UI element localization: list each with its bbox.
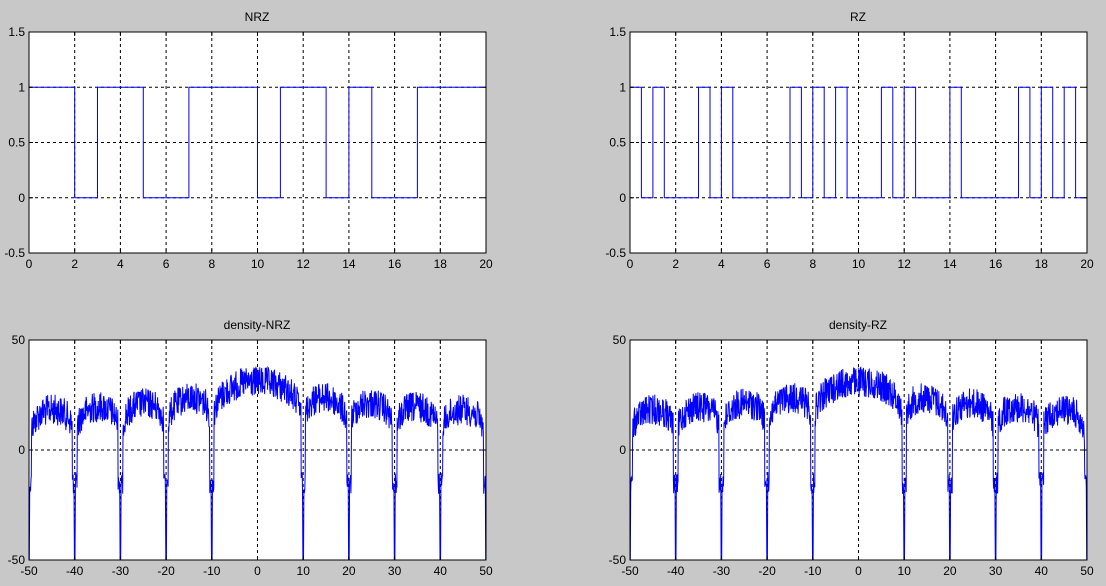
x-tick-label: -40	[667, 564, 685, 578]
y-tick-label: 0	[18, 443, 25, 457]
y-tick-label: 0	[619, 191, 626, 205]
series-line	[29, 86, 486, 199]
x-tick-label: 40	[1035, 564, 1049, 578]
x-tick-label: -30	[713, 564, 731, 578]
y-tick-label: 50	[12, 333, 26, 347]
y-tick-label: 50	[613, 333, 627, 347]
y-tick-label: 1	[619, 80, 626, 94]
subplot-title: density-NRZ	[224, 318, 291, 332]
y-tick-label: 0	[619, 443, 626, 457]
x-tick-label: 20	[479, 257, 493, 271]
x-tick-label: -20	[758, 564, 776, 578]
subplot-title: density-RZ	[829, 318, 887, 332]
x-tick-label: 40	[434, 564, 448, 578]
x-tick-label: 2	[71, 257, 78, 271]
x-tick-label: 0	[855, 564, 862, 578]
x-tick-label: -50	[20, 564, 38, 578]
x-tick-label: 50	[1080, 564, 1094, 578]
x-tick-label: 20	[943, 564, 957, 578]
x-tick-label: 0	[254, 564, 261, 578]
x-tick-label: -10	[804, 564, 822, 578]
x-tick-label: 20	[342, 564, 356, 578]
y-tick-label: -50	[8, 553, 26, 567]
series-line	[28, 365, 487, 561]
x-tick-label: 18	[1035, 257, 1049, 271]
x-tick-label: 8	[809, 257, 816, 271]
x-tick-label: 6	[764, 257, 771, 271]
x-tick-label: 14	[943, 257, 957, 271]
x-tick-label: -50	[621, 564, 639, 578]
y-tick-label: -0.5	[4, 246, 25, 260]
x-tick-label: 0	[26, 257, 33, 271]
x-tick-label: 10	[852, 257, 866, 271]
y-tick-label: 1.5	[8, 25, 25, 39]
x-tick-label: 4	[718, 257, 725, 271]
x-tick-label: 0	[627, 257, 634, 271]
y-tick-label: -50	[609, 553, 627, 567]
x-tick-label: 12	[297, 257, 311, 271]
subplot-density-rz: -50 -40 -30 -20 -10 0 10 20 30 40 50 -50 0 50 density-…	[609, 318, 1094, 578]
x-tick-label: -40	[66, 564, 84, 578]
x-tick-label: 4	[117, 257, 124, 271]
x-tick-label: 10	[251, 257, 265, 271]
x-tick-label: 30	[989, 564, 1003, 578]
x-tick-label: 10	[898, 564, 912, 578]
x-tick-label: 2	[672, 257, 679, 271]
series-line	[630, 86, 1088, 199]
y-tick-label: 0	[18, 191, 25, 205]
x-tick-label: 6	[163, 257, 170, 271]
x-tick-label: 14	[342, 257, 356, 271]
x-tick-label: -10	[203, 564, 221, 578]
x-tick-label: 10	[297, 564, 311, 578]
x-tick-label: -30	[112, 564, 130, 578]
subplot-title: NRZ	[245, 10, 270, 24]
x-tick-label: 16	[388, 257, 402, 271]
y-tick-label: -0.5	[605, 246, 626, 260]
x-tick-label: 8	[208, 257, 215, 271]
x-tick-label: 16	[989, 257, 1003, 271]
series-line	[629, 366, 1088, 561]
subplot-density-nrz: -50 -40 -30 -20 -10 0 10 20 30 40 50 -50 0 50 density-…	[8, 318, 493, 578]
y-tick-label: 1.5	[609, 25, 626, 39]
x-tick-label: -20	[157, 564, 175, 578]
y-tick-label: 0.5	[8, 136, 25, 150]
subplot-rz: 0 2 4 6 8 10 12 14 16 18 20-0.500.511.5RZ	[605, 10, 1094, 271]
x-tick-label: 30	[388, 564, 402, 578]
y-tick-label: 1	[18, 80, 25, 94]
subplot-title: RZ	[850, 10, 866, 24]
x-tick-label: 50	[479, 564, 493, 578]
x-tick-label: 12	[898, 257, 912, 271]
x-tick-label: 20	[1080, 257, 1094, 271]
x-tick-label: 18	[434, 257, 448, 271]
y-tick-label: 0.5	[609, 136, 626, 150]
